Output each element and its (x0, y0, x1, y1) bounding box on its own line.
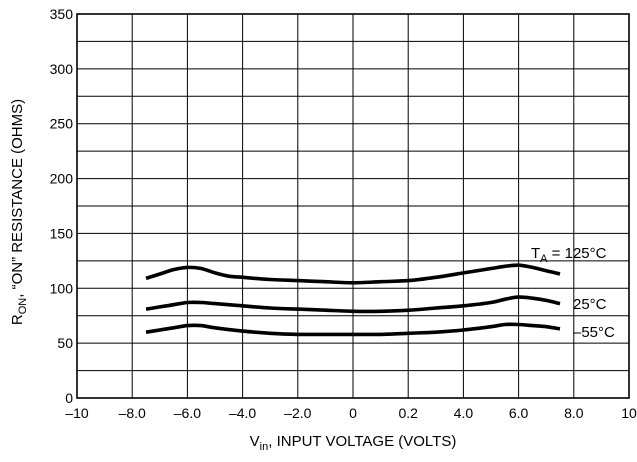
x-tick-label: 10 (621, 405, 637, 421)
y-tick-label: 0 (65, 390, 73, 406)
x-tick-label: 8.0 (564, 405, 584, 421)
x-axis-title-main: V (250, 433, 260, 450)
series-lines (145, 263, 561, 337)
series-25c-line (145, 295, 561, 314)
x-tick-label: 4.0 (454, 405, 474, 421)
y-tick-label: 100 (50, 280, 74, 296)
x-tick-label: 0.2 (398, 405, 418, 421)
y-tick-label: 350 (50, 6, 74, 22)
y-tick-label: 150 (50, 225, 74, 241)
x-tick-label: –10 (65, 405, 89, 421)
series-label-125c: TA = 125°C (531, 245, 607, 265)
y-axis-title-rest: , “ON” RESISTANCE (OHMS) (9, 99, 26, 298)
series-label-125c-rest: = 125°C (548, 245, 607, 262)
x-axis-title-rest: , INPUT VOLTAGE (VOLTS) (268, 433, 456, 450)
y-tick-label: 200 (50, 171, 74, 187)
series-label-125c-sub: A (540, 253, 548, 265)
series-label-25c: 25°C (573, 296, 607, 313)
series-label-minus55c: –55°C (573, 324, 615, 341)
x-tick-label: 0 (349, 405, 357, 421)
y-tick-label: 300 (50, 61, 74, 77)
y-axis-title: RON, “ON” RESISTANCE (OHMS) (9, 99, 29, 325)
x-tick-label: 6.0 (509, 405, 529, 421)
x-axis-title-sub: in (260, 441, 269, 453)
x-tick-label: –6.0 (174, 405, 201, 421)
y-tick-labels: 0 50 100 150 200 250 300 350 (50, 6, 74, 406)
y-tick-label: 50 (57, 335, 73, 351)
series-125c-line (145, 263, 561, 285)
x-tick-labels: –10 –8.0 –6.0 –4.0 –2.0 0 0.2 4.0 6.0 8.0 10 (65, 405, 637, 421)
series-labels: TA = 125°C 25°C –55°C (531, 245, 615, 341)
x-tick-label: –4.0 (229, 405, 256, 421)
y-axis-title-main: R (9, 314, 26, 325)
x-tick-label: –8.0 (119, 405, 146, 421)
grid (77, 14, 629, 398)
series-label-125c-main: T (531, 245, 540, 262)
y-tick-label: 250 (50, 116, 74, 132)
plot-frame (76, 13, 630, 399)
x-axis-title: Vin, INPUT VOLTAGE (VOLTS) (250, 433, 457, 453)
x-tick-label: –2.0 (284, 405, 311, 421)
y-axis-title-sub: ON (17, 298, 29, 315)
series-minus55c-line (145, 322, 561, 337)
